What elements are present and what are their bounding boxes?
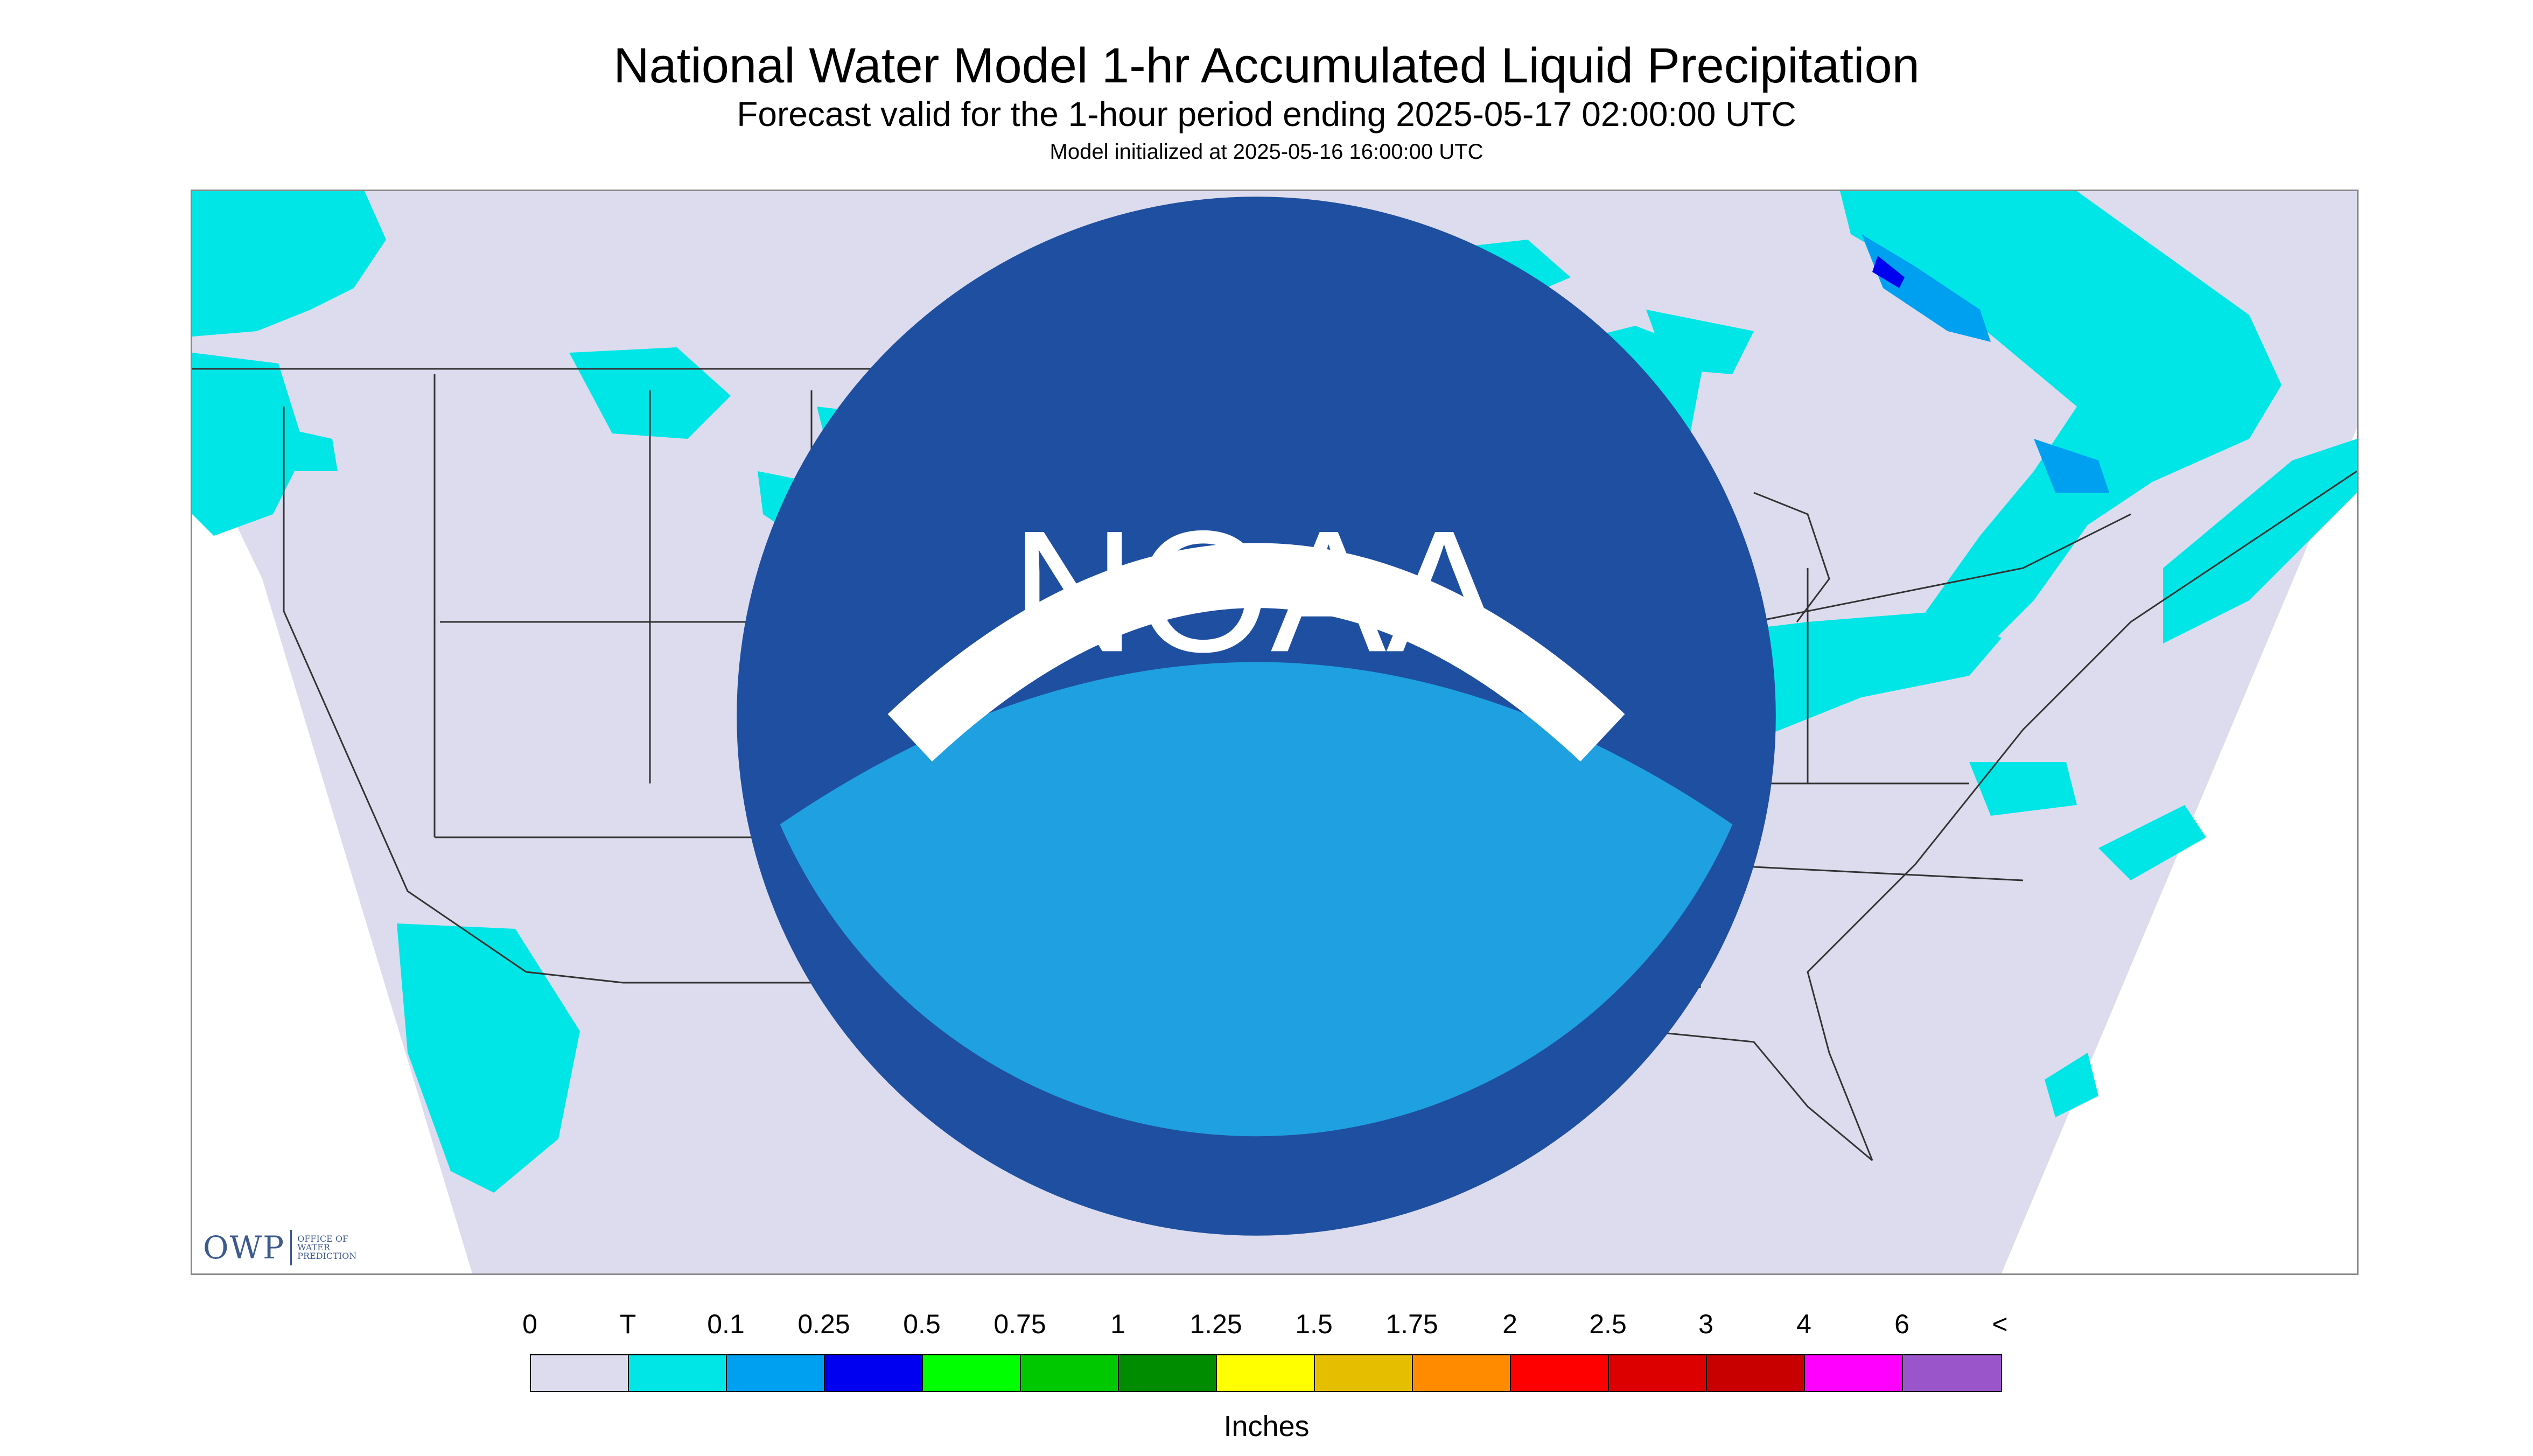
legend-tick-label: T: [619, 1309, 636, 1339]
legend-swatch: [727, 1355, 825, 1391]
legend-tick-label: 0.25: [797, 1309, 850, 1339]
legend-tick-label: 1: [1110, 1309, 1125, 1339]
precip-light-northeast: [1840, 191, 2357, 1117]
legend-tick-label: 2: [1502, 1309, 1517, 1339]
legend-tick-label: 6: [1894, 1309, 1909, 1339]
legend-tick-label: 3: [1698, 1309, 1713, 1339]
legend-swatch: [923, 1355, 1021, 1391]
legend-swatch: [825, 1355, 923, 1391]
legend-swatch: [1903, 1355, 2001, 1391]
noaa-logo-icon: NOAA: [737, 197, 1776, 1236]
legend-tick-label: 1.75: [1386, 1309, 1438, 1339]
owp-fullname: OFFICE OF WATER PREDICTION: [297, 1234, 357, 1261]
legend-tick-label: 0.5: [903, 1309, 941, 1339]
owp-logo: OWP OFFICE OF WATER PREDICTION: [203, 1229, 356, 1266]
model-init-text: Model initialized at 2025-05-16 16:00:00…: [1049, 140, 1484, 164]
legend-tick-label: 1.5: [1295, 1309, 1333, 1339]
owp-divider: [290, 1230, 292, 1265]
legend-swatch: [1315, 1355, 1413, 1391]
legend-swatch: [629, 1355, 727, 1391]
legend-tick-label: 2.5: [1589, 1309, 1627, 1339]
legend-tick-label: 0.75: [993, 1309, 1046, 1339]
noaa-text: NOAA: [1011, 495, 1502, 688]
legend-swatch: [531, 1355, 629, 1391]
color-legend: [530, 1354, 2002, 1392]
legend-tick-labels: 0 T 0.1 0.25 0.5 0.75 1 1.25 1.5 1.75 2 2.5 3 4 6 <: [0, 1308, 2533, 1341]
map-title: National Water Model 1-hr Accumulated Li…: [613, 38, 1920, 93]
legend-tick-label: <: [1992, 1309, 2008, 1339]
legend-swatch: [1805, 1355, 1903, 1391]
precipitation-map: OWP OFFICE OF WATER PREDICTION NOAA: [191, 190, 2359, 1275]
legend-swatch: [1413, 1355, 1511, 1391]
legend-swatch: [1021, 1355, 1119, 1391]
legend-tick-label: 4: [1796, 1309, 1811, 1339]
map-subtitle: Forecast valid for the 1-hour period end…: [737, 95, 1796, 134]
legend-swatch: [1609, 1355, 1707, 1391]
legend-swatch: [1217, 1355, 1315, 1391]
legend-swatch: [1119, 1355, 1217, 1391]
legend-tick-label: 0: [522, 1309, 537, 1339]
legend-swatch: [1511, 1355, 1609, 1391]
legend-tick-label: 0.1: [707, 1309, 745, 1339]
legend-units: Inches: [1223, 1410, 1310, 1443]
owp-abbrev: OWP: [203, 1229, 285, 1266]
legend-tick-label: 1.25: [1189, 1309, 1242, 1339]
legend-swatch: [1707, 1355, 1805, 1391]
